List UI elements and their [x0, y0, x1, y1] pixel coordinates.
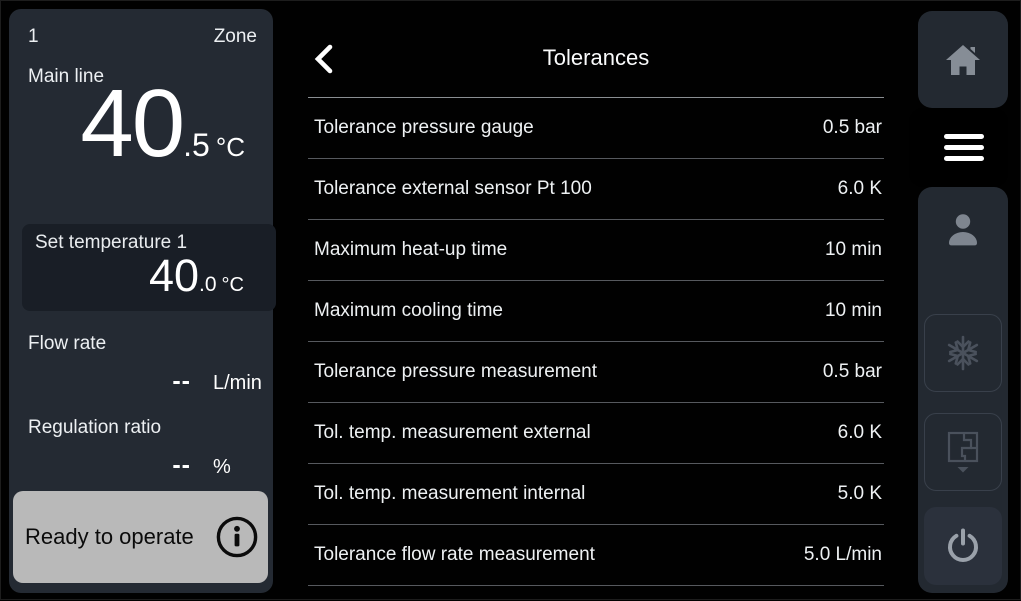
mold-icon — [943, 429, 983, 475]
snowflake-icon — [944, 334, 982, 372]
back-button[interactable] — [311, 43, 337, 75]
regulation-ratio-reading: -- — [172, 451, 191, 479]
page-title: Tolerances — [542, 45, 650, 70]
set-temperature-label: Set temperature 1 — [35, 232, 188, 253]
tolerance-row[interactable]: Tol. temp. measurement internal 5.0 K — [308, 464, 884, 525]
flow-rate-value: -- L/min — [9, 367, 273, 396]
zone-panel[interactable]: 1 Zone Main line 40.5 °C Set temperature … — [9, 9, 276, 593]
sidebar-item-cooling[interactable] — [924, 314, 1002, 392]
sidebar-item-power[interactable] — [924, 507, 1002, 585]
main-temp-fraction: .5 — [183, 127, 210, 163]
tolerance-row-value: 0.5 bar — [822, 361, 882, 382]
tolerance-row-value: 0.5 bar — [822, 117, 882, 138]
main-temperature-readout: 40.5 °C — [9, 74, 273, 174]
tolerance-row[interactable]: Tolerance pressure measurement 0.5 bar — [308, 342, 884, 403]
flow-rate-label: Flow rate — [28, 333, 107, 354]
regulation-ratio-value: -- % — [9, 451, 273, 480]
sidebar-item-menu[interactable] — [909, 108, 1008, 187]
main-temp-unit: °C — [215, 132, 245, 162]
tolerance-row[interactable]: Tolerance pressure gauge 0.5 bar — [308, 98, 884, 159]
info-icon[interactable] — [215, 515, 259, 559]
tolerance-list: Tolerance pressure gauge 0.5 bar Toleran… — [308, 98, 884, 586]
set-temp-unit: °C — [221, 274, 244, 296]
page-header: Tolerances — [308, 1, 884, 98]
tolerance-row-value: 5.0 L/min — [803, 544, 882, 565]
set-temp-integer: 40 — [148, 250, 200, 301]
zone-label: Zone — [213, 26, 257, 47]
flow-rate-reading: -- — [172, 367, 191, 395]
status-label: Ready to operate — [25, 524, 194, 549]
regulation-ratio-label: Regulation ratio — [28, 417, 162, 438]
home-icon — [944, 42, 982, 78]
set-temperature-value: 40.0 °C — [35, 250, 244, 302]
sidebar-item-user[interactable] — [918, 211, 1008, 249]
zone-header: 1 Zone — [9, 9, 273, 48]
line-label: Main line — [28, 66, 105, 87]
user-icon — [943, 211, 983, 249]
tolerance-row-label: Tol. temp. measurement internal — [314, 483, 586, 504]
tolerance-row-value: 5.0 K — [837, 483, 882, 504]
tolerance-row[interactable]: Tolerance flow rate measurement 5.0 L/mi… — [308, 525, 884, 586]
tolerance-row[interactable]: Maximum heat-up time 10 min — [308, 220, 884, 281]
tolerance-row[interactable]: Tolerance external sensor Pt 100 6.0 K — [308, 159, 884, 220]
chevron-left-icon — [314, 44, 333, 74]
tolerance-row-label: Tolerance flow rate measurement — [314, 544, 595, 565]
status-banner[interactable]: Ready to operate — [13, 491, 268, 583]
tolerance-row[interactable]: Maximum cooling time 10 min — [308, 281, 884, 342]
tolerance-row-label: Tol. temp. measurement external — [314, 422, 591, 443]
tolerance-row-value: 6.0 K — [837, 178, 882, 199]
tolerance-row-value: 6.0 K — [837, 422, 882, 443]
tolerance-row-label: Tolerance pressure measurement — [314, 361, 598, 382]
set-temp-fraction: .0 — [199, 273, 217, 296]
tolerance-row-label: Tolerance pressure gauge — [314, 117, 534, 138]
sidebar-lower-segment — [918, 187, 1008, 593]
sidebar-item-home[interactable] — [918, 11, 1008, 108]
tolerances-page: Tolerances Tolerance pressure gauge 0.5 … — [308, 1, 884, 601]
regulation-ratio-unit: % — [213, 456, 231, 478]
set-temperature-card[interactable]: Set temperature 1 40.0 °C — [22, 224, 276, 311]
tolerance-row-value: 10 min — [824, 300, 882, 321]
power-icon — [943, 526, 983, 566]
main-temp-integer: 40 — [80, 70, 185, 177]
tolerance-row-label: Tolerance external sensor Pt 100 — [314, 178, 592, 199]
tolerance-row-label: Maximum heat-up time — [314, 239, 508, 260]
tolerance-row-label: Maximum cooling time — [314, 300, 503, 321]
sidebar-item-mold[interactable] — [924, 413, 1002, 491]
flow-rate-unit: L/min — [213, 372, 262, 394]
tolerance-row[interactable]: Tol. temp. measurement external 6.0 K — [308, 403, 884, 464]
zone-number: 1 — [28, 26, 39, 47]
tolerance-row-value: 10 min — [824, 239, 882, 260]
